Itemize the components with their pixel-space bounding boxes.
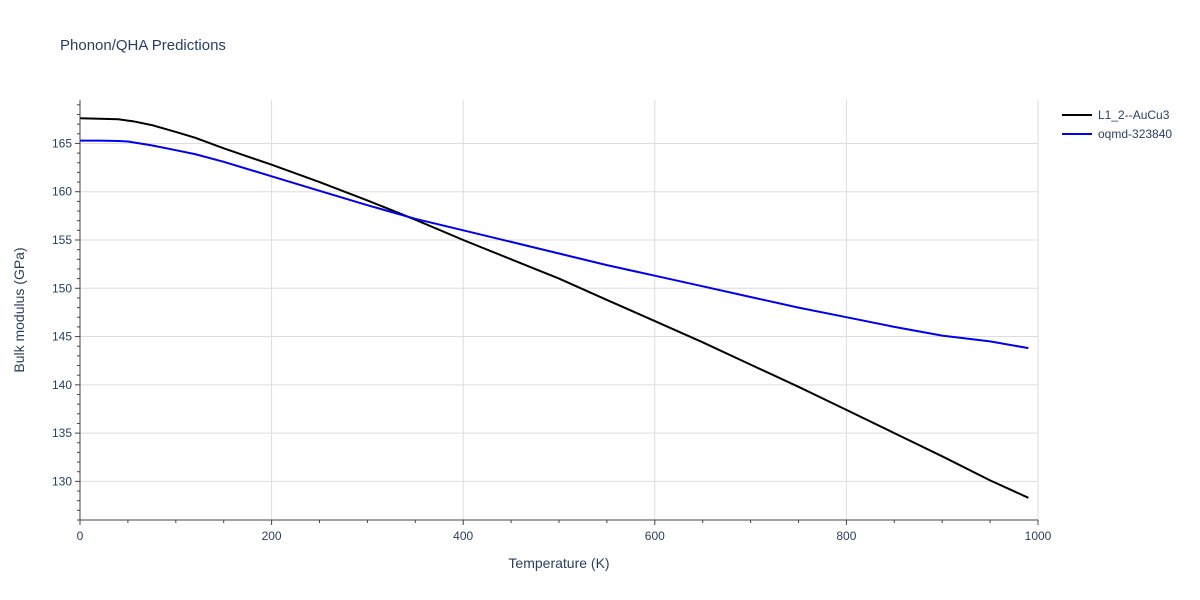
y-tick-label: 140	[52, 378, 72, 392]
x-tick-label: 1000	[1025, 529, 1052, 543]
grid	[80, 100, 1039, 520]
plot-area	[79, 117, 1029, 499]
y-tick-label: 130	[52, 474, 72, 488]
y-tick-label: 160	[52, 185, 72, 199]
series-line-2[interactable]	[80, 139, 1029, 350]
y-tick-label: 165	[52, 136, 72, 150]
x-tick-label: 800	[836, 529, 856, 543]
y-tick-label: 135	[52, 426, 72, 440]
y-tick-label: 150	[52, 281, 72, 295]
y-axis-title: Bulk modulus (GPa)	[11, 247, 27, 372]
legend[interactable]: L1_2--AuCu3 oqmd-323840	[1062, 108, 1172, 141]
x-tick-label: 400	[453, 529, 473, 543]
x-tick-label: 0	[77, 529, 84, 543]
chart-title: Phonon/QHA Predictions	[60, 37, 226, 54]
x-axis-title: Temperature (K)	[508, 555, 609, 571]
legend-label[interactable]: L1_2--AuCu3	[1098, 108, 1170, 122]
y-tick-label: 155	[52, 233, 72, 247]
y-tick-label: 145	[52, 330, 72, 344]
x-tick-label: 200	[262, 529, 282, 543]
legend-label[interactable]: oqmd-323840	[1098, 127, 1172, 141]
x-tick-label: 600	[645, 529, 665, 543]
axes: 0 200 400 600 800 1000 130 135 140 145 150 155 160 16…	[52, 100, 1052, 543]
series-line-1[interactable]	[79, 117, 1029, 499]
